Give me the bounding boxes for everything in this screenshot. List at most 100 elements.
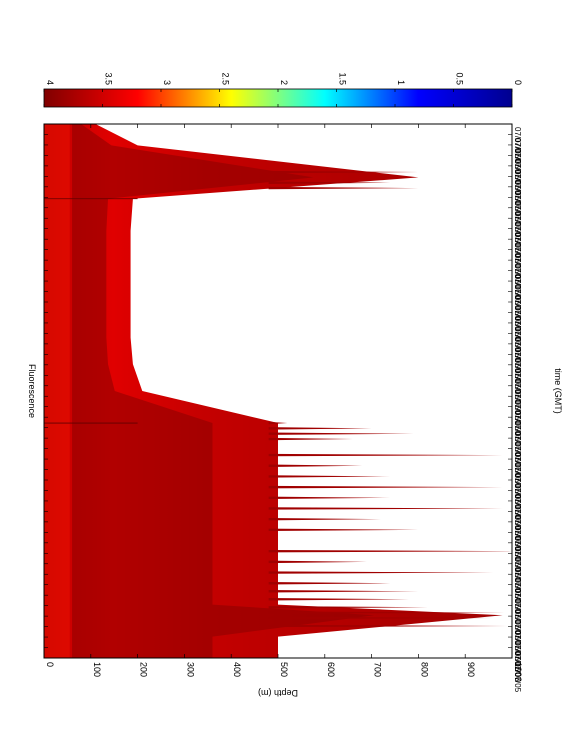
time-tick-label: 07/07/05 xyxy=(513,211,522,243)
time-tick-label: 07/07/05 xyxy=(513,368,522,400)
time-tick-label: 07/07/05 xyxy=(513,357,522,389)
depth-tick-label: 600 xyxy=(326,662,336,677)
depth-tick-label: 900 xyxy=(466,662,476,677)
time-tick-label: 07/07/05 xyxy=(513,651,522,683)
time-tick-label: 07/07/05 xyxy=(513,504,522,536)
depth-tick-label: 700 xyxy=(373,662,383,677)
deep-profile-spike xyxy=(268,181,391,184)
deep-profile-spike xyxy=(268,616,494,620)
deep-profile-spike xyxy=(268,485,503,489)
colorbar-ticks: 0 0.5 1 1.5 2 2.5 3 3.5 4 xyxy=(43,72,523,107)
time-tick-label: 07/07/05 xyxy=(513,431,522,463)
colorbar-tick-label: 1 xyxy=(396,80,406,85)
time-tick-label: 07/07/05 xyxy=(513,493,522,525)
time-tick-label: 07/07/05 xyxy=(513,347,522,379)
colorbar-tick-label: 1.5 xyxy=(338,72,348,85)
time-axis-ticks: 07/07/0507/07/0507/07/0507/07/0507/07/05… xyxy=(44,123,522,693)
time-tick-label: 07/07/05 xyxy=(513,158,522,190)
time-tick-label: 07/07/05 xyxy=(513,661,522,693)
time-tick-label: 07/07/05 xyxy=(513,410,522,442)
deep-profile-spike xyxy=(268,590,419,593)
time-tick-label: 07/07/05 xyxy=(513,577,522,609)
deep-profile-spike xyxy=(268,421,288,425)
time-axis-label: time (GMT) xyxy=(553,368,563,414)
time-tick-label: 07/07/05 xyxy=(513,630,522,662)
time-tick-label: 07/07/05 xyxy=(513,420,522,452)
depth-tick-label: 500 xyxy=(279,662,289,677)
deep-profile-spike xyxy=(268,611,505,614)
deep-profile-spike xyxy=(268,170,419,174)
deep-profile-spike xyxy=(268,606,428,609)
time-tick-label: 07/07/05 xyxy=(513,200,522,232)
chart-title: Fluorescence xyxy=(27,364,37,418)
fluorescence-profiles xyxy=(44,124,512,658)
deep-profile-spike xyxy=(268,517,381,521)
depth-tick-label: 0 xyxy=(45,662,55,667)
time-tick-label: 07/07/05 xyxy=(513,284,522,316)
time-tick-label: 07/07/05 xyxy=(513,441,522,473)
time-tick-label: 07/07/05 xyxy=(513,137,522,169)
deep-profile-spike xyxy=(268,507,503,510)
time-tick-label: 07/07/05 xyxy=(513,148,522,180)
depth-tick-label: 800 xyxy=(419,662,429,677)
deep-profile-spike xyxy=(268,598,410,601)
time-tick-label: 07/07/05 xyxy=(513,169,522,201)
time-tick-label: 07/07/05 xyxy=(513,190,522,222)
time-tick-label: 07/07/05 xyxy=(513,567,522,599)
time-tick-label: 07/07/05 xyxy=(513,556,522,588)
profile-deep-band xyxy=(72,124,375,658)
time-tick-label: 07/07/05 xyxy=(513,588,522,620)
colorbar-tick-label: 2 xyxy=(279,80,289,85)
surface-band xyxy=(44,124,70,658)
deep-profile-spike xyxy=(268,432,414,435)
depth-axis-ticks: 0 100 200 300 400 500 600 700 800 900 1000 xyxy=(43,124,523,682)
time-tick-label: 07/07/05 xyxy=(513,127,522,159)
time-tick-label: 07/07/05 xyxy=(513,609,522,641)
time-tick-label: 07/07/05 xyxy=(513,179,522,211)
time-tick-label: 07/07/05 xyxy=(513,242,522,274)
deep-profile-spike xyxy=(268,496,391,499)
time-tick-label: 07/07/05 xyxy=(513,378,522,410)
deep-profile-spike xyxy=(268,550,512,553)
colorbar-tick-label: 3 xyxy=(162,80,172,85)
time-tick-label: 07/07/05 xyxy=(513,452,522,484)
time-tick-label: 07/07/05 xyxy=(513,315,522,347)
deep-profile-spike xyxy=(268,186,419,190)
time-tick-label: 07/07/05 xyxy=(513,525,522,557)
time-tick-label: 07/07/05 xyxy=(513,221,522,253)
time-tick-label: 07/07/05 xyxy=(513,462,522,494)
time-tick-label: 07/07/05 xyxy=(513,274,522,306)
depth-tick-label: 300 xyxy=(185,662,195,677)
time-tick-label: 07/07/05 xyxy=(513,326,522,358)
deep-profile-spike xyxy=(268,464,363,467)
time-tick-label: 07/07/05 xyxy=(513,483,522,515)
deep-profile-spike xyxy=(268,560,367,564)
deep-profile-spike xyxy=(268,582,391,585)
deep-profile-spike xyxy=(268,437,353,441)
deep-profile-spike xyxy=(268,475,391,478)
colorbar-tick-label: 0 xyxy=(513,80,523,85)
deep-profile-spike xyxy=(268,528,419,532)
colorbar-tick-label: 0.5 xyxy=(455,72,465,85)
depth-tick-label: 1000 xyxy=(513,662,523,682)
colorbar: 0 0.5 1 1.5 2 2.5 3 3.5 4 xyxy=(43,72,523,108)
time-tick-label: 07/07/05 xyxy=(513,305,522,337)
time-tick-label: 07/07/05 xyxy=(513,295,522,327)
depth-axis-label: Depth (m) xyxy=(258,688,298,698)
time-tick-label: 07/07/05 xyxy=(513,514,522,546)
plot-area: 0 100 200 300 400 500 600 700 800 900 1000 07/07/0… xyxy=(43,123,523,693)
deep-profile-spike xyxy=(268,453,503,457)
colorbar-tick-label: 3.5 xyxy=(104,72,114,85)
time-tick-label: 07/07/05 xyxy=(513,535,522,567)
time-tick-label: 07/07/05 xyxy=(513,336,522,368)
time-tick-label: 07/07/05 xyxy=(513,619,522,651)
depth-tick-label: 200 xyxy=(139,662,149,677)
time-tick-label: 07/07/05 xyxy=(513,389,522,421)
time-tick-label: 07/07/05 xyxy=(513,232,522,264)
colorbar-tick-label: 4 xyxy=(45,80,55,85)
time-tick-label: 07/07/05 xyxy=(513,598,522,630)
time-tick-label: 07/07/05 xyxy=(513,640,522,672)
time-tick-label: 07/07/05 xyxy=(513,546,522,578)
colorbar-tick-label: 2.5 xyxy=(221,72,231,85)
